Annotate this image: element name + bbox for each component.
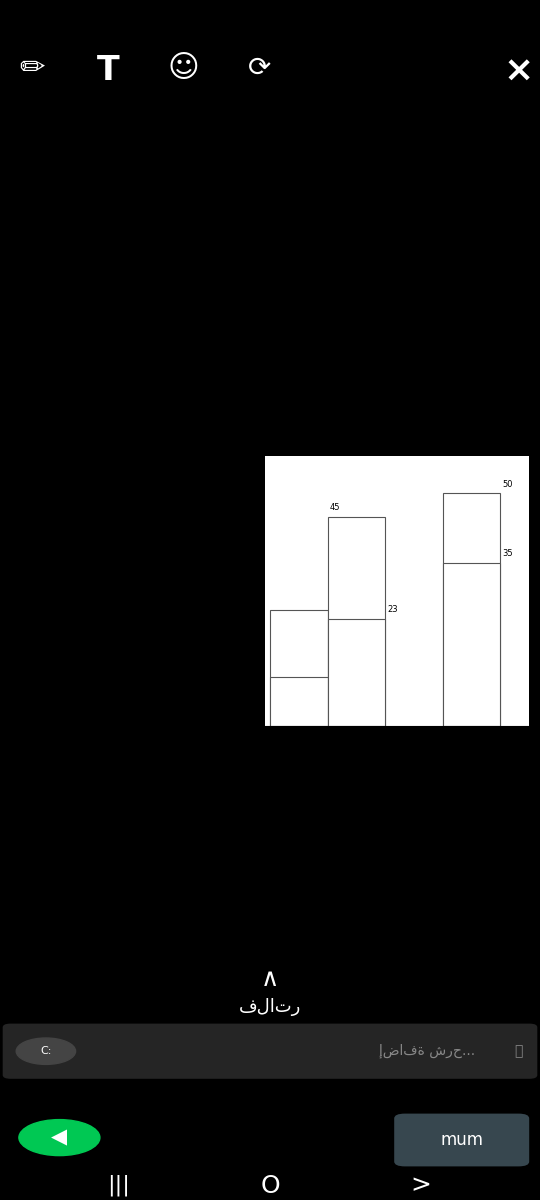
Text: ×: × xyxy=(503,54,534,88)
Text: 2400: 2400 xyxy=(111,856,133,864)
Text: Total 25 mm: Total 25 mm xyxy=(215,605,262,614)
Circle shape xyxy=(19,1120,100,1156)
Text: mum: mum xyxy=(440,1130,483,1150)
Text: 1500: 1500 xyxy=(111,812,134,822)
Text: ✏: ✏ xyxy=(19,54,45,83)
Text: 12: 12 xyxy=(451,884,462,893)
Text: 4.7: 4.7 xyxy=(299,812,313,822)
Text: 0300: 0300 xyxy=(111,870,134,878)
Text: • HW: • HW xyxy=(32,490,67,503)
Text: (same baseflow continues): (same baseflow continues) xyxy=(401,958,514,966)
Text: 12: 12 xyxy=(451,870,462,878)
Bar xyxy=(443,563,501,726)
Text: O: O xyxy=(260,1174,280,1198)
Text: Baseflow (m³/s): Baseflow (m³/s) xyxy=(421,756,492,766)
FancyBboxPatch shape xyxy=(3,1024,537,1079)
Text: 1800: 1800 xyxy=(111,941,134,950)
Text: • Hydrograph Analysis: • Hydrograph Analysis xyxy=(11,460,144,472)
Text: 23: 23 xyxy=(387,605,398,614)
Text: 0: 0 xyxy=(303,941,309,950)
Text: 13: 13 xyxy=(451,912,462,922)
Text: pattern indicated.: pattern indicated. xyxy=(32,677,126,686)
Text: 2100: 2100 xyxy=(111,841,134,850)
Text: the basin are given below.: the basin are given below. xyxy=(32,584,170,595)
Text: 10: 10 xyxy=(451,812,462,822)
X-axis label: hr: hr xyxy=(393,748,401,757)
Text: 1200: 1200 xyxy=(111,912,134,922)
Text: 0600: 0600 xyxy=(111,884,134,893)
Text: 0.2: 0.2 xyxy=(299,926,313,936)
Text: 1200: 1200 xyxy=(111,798,134,808)
Text: 0: 0 xyxy=(303,798,309,808)
Text: Time (hr): Time (hr) xyxy=(102,756,143,766)
Text: 11: 11 xyxy=(451,841,462,850)
Text: 13: 13 xyxy=(451,926,462,936)
Text: 45: 45 xyxy=(330,503,340,512)
Bar xyxy=(328,619,386,726)
Text: ⟳: ⟳ xyxy=(247,54,271,82)
Text: ∧: ∧ xyxy=(261,967,279,991)
Text: Excess 10.5 mm: Excess 10.5 mm xyxy=(200,673,262,682)
Bar xyxy=(271,610,328,726)
Text: إضافة شرح...: إضافة شرح... xyxy=(379,1044,475,1058)
Text: >: > xyxy=(411,1174,431,1198)
Text: 11: 11 xyxy=(451,856,462,864)
Text: 11: 11 xyxy=(451,827,462,836)
Text: 12: 12 xyxy=(451,899,462,907)
Bar xyxy=(328,516,386,726)
Text: T: T xyxy=(97,54,119,86)
Text: فلاتر: فلاتر xyxy=(239,998,301,1016)
Bar xyxy=(443,493,501,726)
Text: 7.5: 7.5 xyxy=(299,827,314,836)
Text: The baseflow in a stream and: The baseflow in a stream and xyxy=(32,523,187,534)
Text: 0900: 0900 xyxy=(111,899,134,907)
Text: 50: 50 xyxy=(502,480,513,488)
Text: ◀: ◀ xyxy=(51,1128,68,1147)
Text: 0.8: 0.8 xyxy=(299,912,314,922)
Text: 4.3: 4.3 xyxy=(299,856,313,864)
Text: 35: 35 xyxy=(502,550,513,558)
Text: 3.1: 3.1 xyxy=(299,870,314,878)
Text: 2.4: 2.4 xyxy=(299,884,313,893)
Text: |||: ||| xyxy=(107,1175,130,1196)
Text: Determine the total flow: Determine the total flow xyxy=(32,616,160,625)
Bar xyxy=(271,677,328,726)
Text: Unit Hydrograph (m³/s): Unit Hydrograph (m³/s) xyxy=(254,756,359,766)
Text: 1800: 1800 xyxy=(111,827,134,836)
Circle shape xyxy=(16,1038,76,1064)
FancyBboxPatch shape xyxy=(394,1114,529,1166)
Text: hydrograph for a storm of the: hydrograph for a storm of the xyxy=(32,646,188,656)
Text: ☺: ☺ xyxy=(168,54,199,83)
Text: 1500: 1500 xyxy=(111,926,134,936)
Text: 🖼: 🖼 xyxy=(514,1044,523,1058)
Text: C:: C: xyxy=(40,1046,52,1056)
Text: the 3-hour unit hydrograph for: the 3-hour unit hydrograph for xyxy=(32,554,192,564)
Text: 10: 10 xyxy=(451,798,462,808)
Text: 13: 13 xyxy=(451,941,462,950)
Text: 1.4: 1.4 xyxy=(299,899,313,907)
Text: 5.7: 5.7 xyxy=(299,841,314,850)
